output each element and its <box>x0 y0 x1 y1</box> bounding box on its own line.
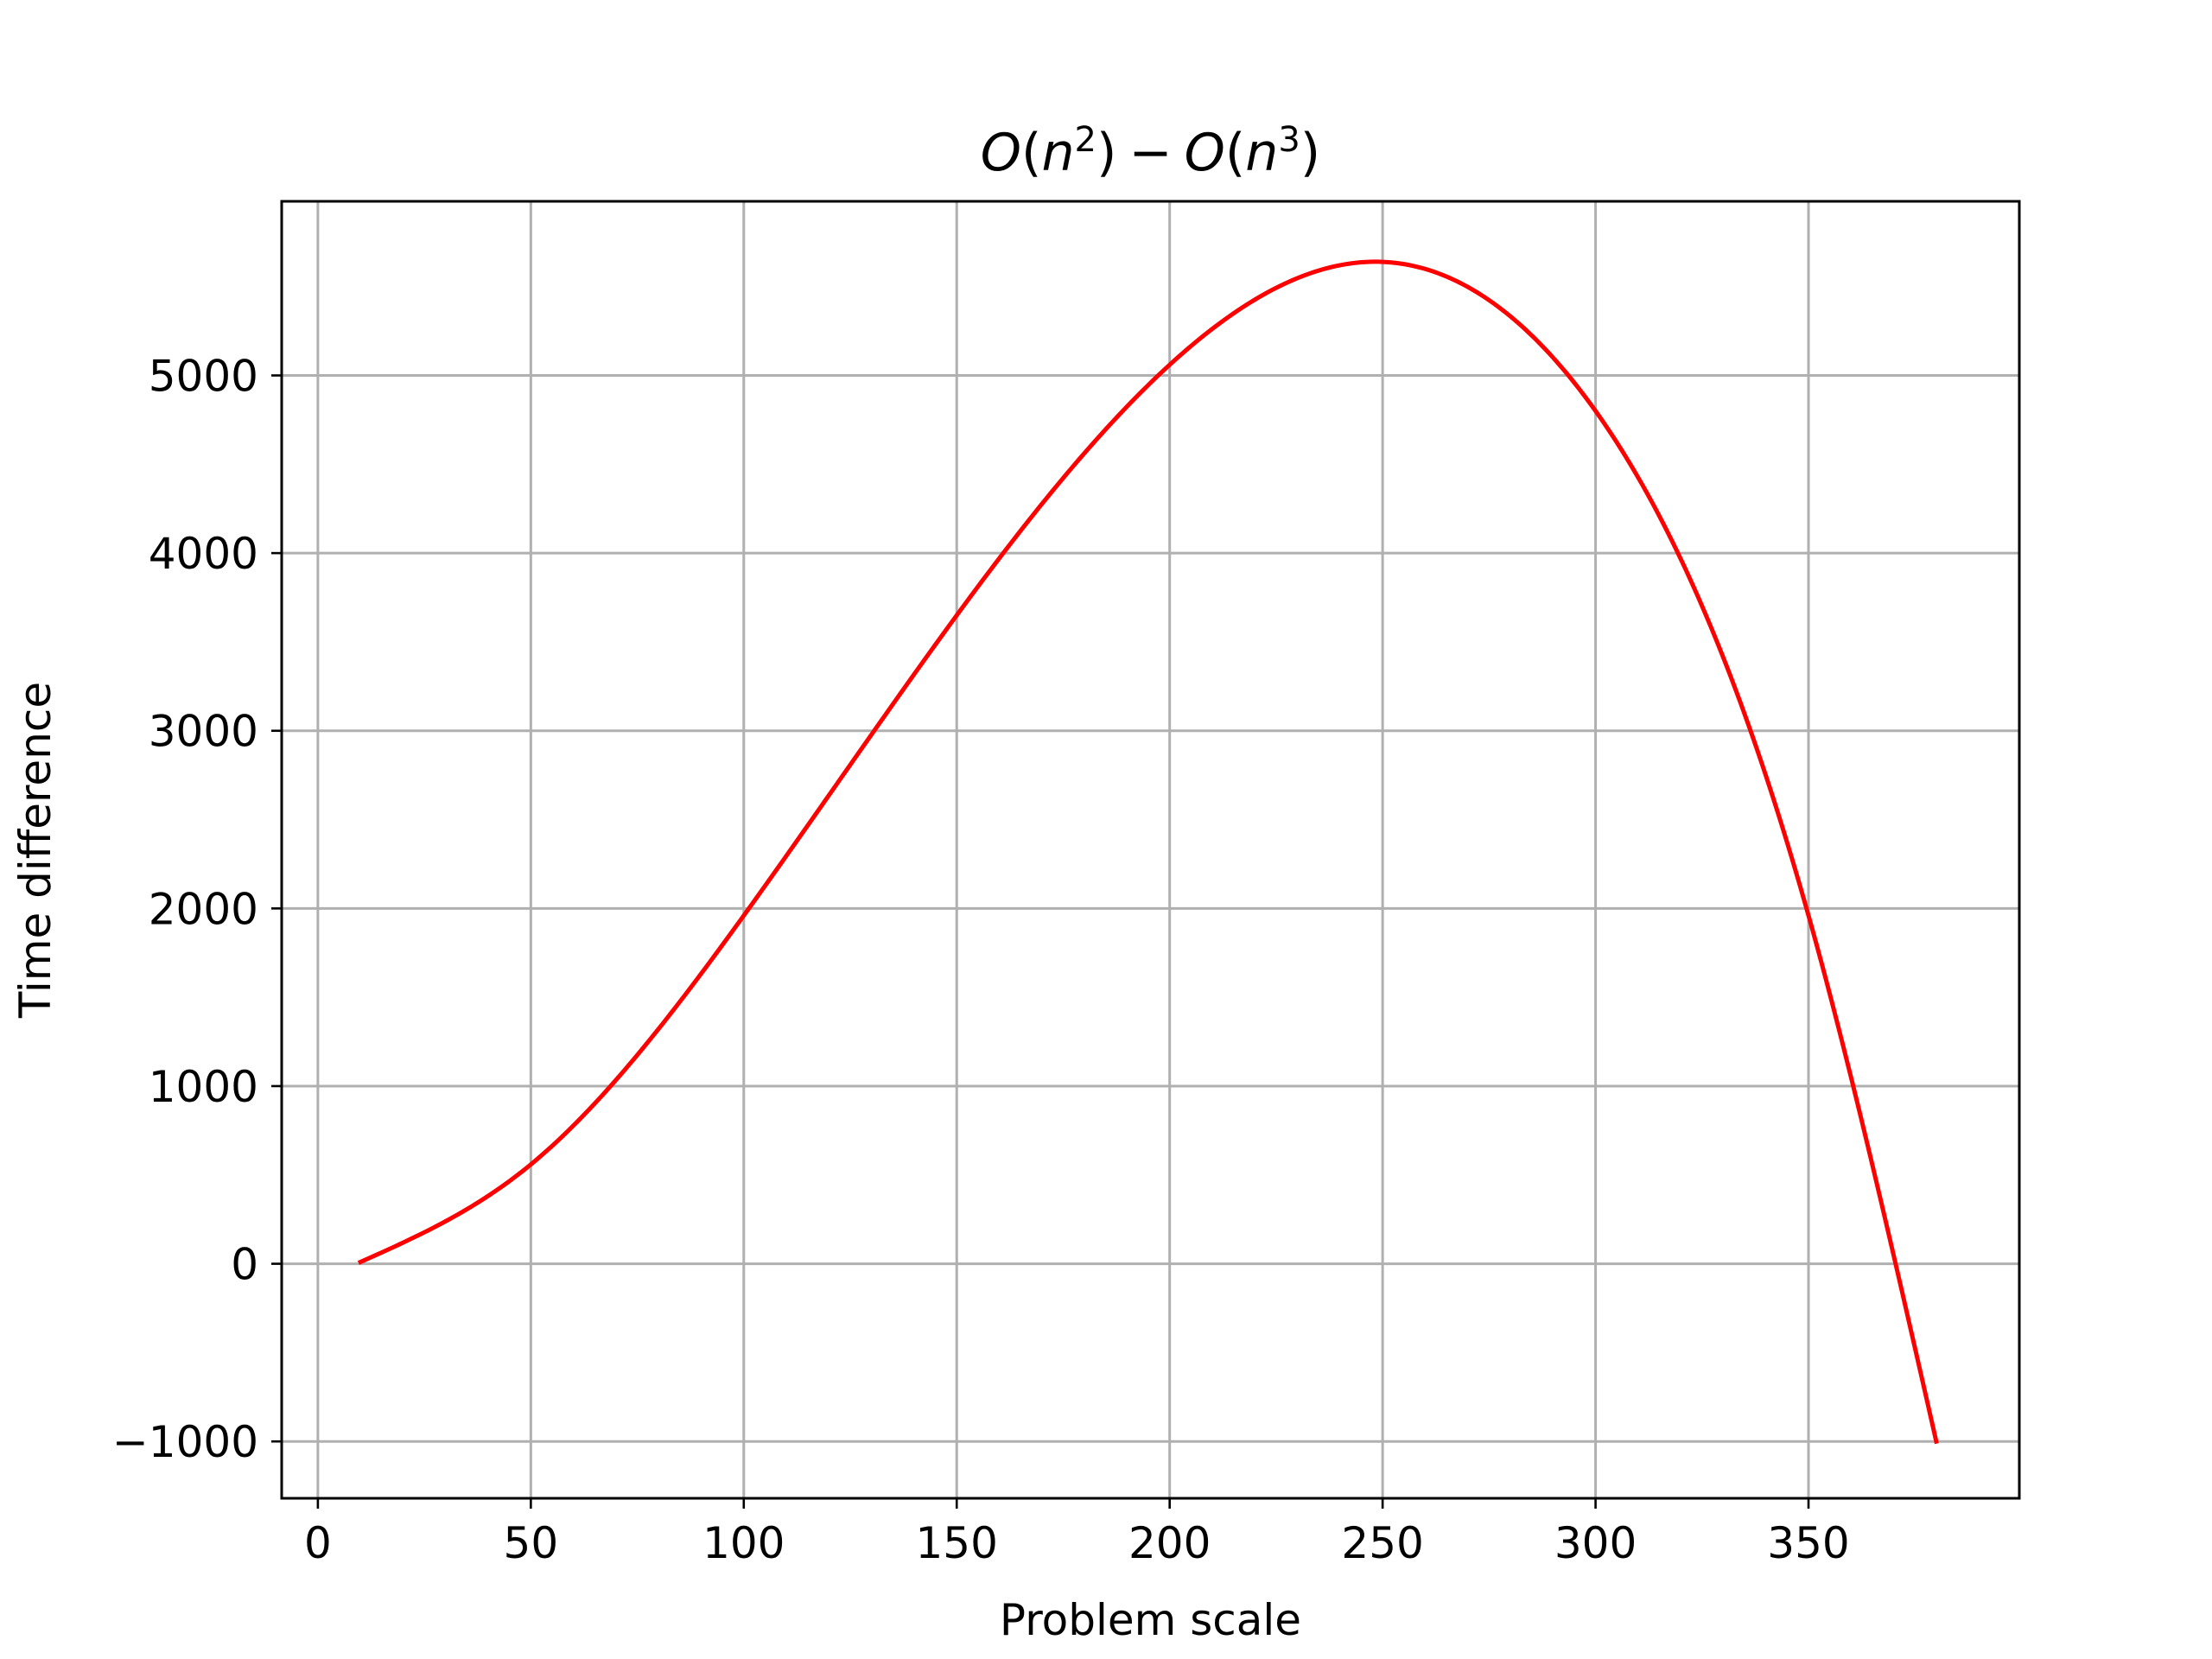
y-tick-label: 5000 <box>149 352 258 402</box>
y-tick-label: 3000 <box>149 707 258 757</box>
x-tick-label: 0 <box>304 1518 332 1568</box>
x-tick-label: 150 <box>916 1518 998 1568</box>
y-tick-label: 0 <box>231 1240 258 1290</box>
x-tick-label: 100 <box>702 1518 785 1568</box>
series-layer <box>357 259 1939 1445</box>
x-tick-label: 200 <box>1128 1518 1211 1568</box>
x-tick-label: 50 <box>504 1518 559 1568</box>
x-tick-label: 350 <box>1767 1518 1849 1568</box>
x-tick-label: 250 <box>1341 1518 1423 1568</box>
ticks: 0 50 100 150 200 250 300 350 −1000 0 1000 2000 3000 4… <box>112 352 1850 1568</box>
x-axis-label: Problem scale <box>1000 1595 1301 1645</box>
x-tick-label: 300 <box>1554 1518 1637 1568</box>
plot-frame <box>280 200 2021 1500</box>
chart-title: O(n2) − O(n3) <box>981 120 1320 183</box>
grid <box>282 201 2019 1498</box>
y-tick-label: 1000 <box>149 1062 258 1112</box>
y-tick-label: 2000 <box>149 884 258 934</box>
y-tick-label: −1000 <box>112 1417 258 1467</box>
y-axis-label: Time difference <box>10 682 60 1019</box>
series-line <box>357 259 1939 1445</box>
y-tick-label: 4000 <box>149 529 258 579</box>
